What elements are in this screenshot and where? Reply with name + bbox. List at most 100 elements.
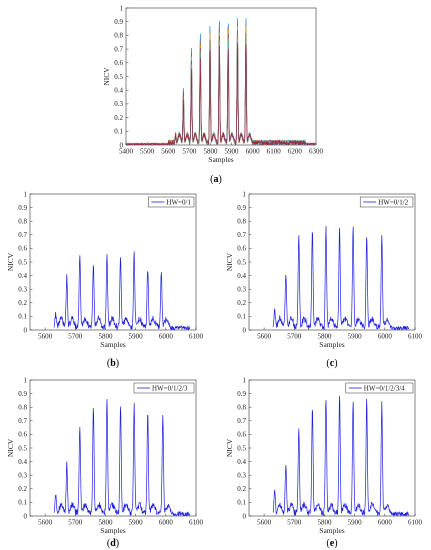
y-tick-label: 0.4	[18, 458, 27, 466]
legend: HW=0/1/2/3	[133, 382, 195, 394]
y-tick-label: 0.2	[18, 485, 27, 493]
x-tick-label: 6300	[309, 148, 324, 156]
y-tick-label: 0.7	[18, 231, 27, 239]
y-tick-label: 0.7	[237, 417, 246, 425]
x-tick-label: 5800	[317, 519, 332, 527]
legend-box	[359, 196, 414, 208]
x-tick-label: 5700	[68, 333, 83, 341]
legend: HW=0/1/2	[359, 196, 414, 208]
legend-label: HW=0/1/2/3	[152, 385, 188, 393]
x-tick-label: 5700	[68, 519, 83, 527]
y-tick-label: 0.8	[114, 32, 123, 40]
y-tick-label: 0.2	[237, 299, 246, 307]
y-tick-label: 0.3	[114, 100, 123, 108]
x-axis-label: Samples	[208, 155, 233, 164]
x-tick-label: 6000	[159, 519, 174, 527]
legend-box	[345, 382, 414, 394]
legend-label: HW=0/1/2/3/4	[364, 385, 405, 393]
y-tick-label: 0.3	[237, 286, 246, 294]
x-tick-label: 5600	[38, 519, 53, 527]
y-tick-label: 0	[24, 326, 28, 334]
chart-panel-a: 0 0.1 0.2 0.3 0.4 0.5 0.6 0.7 0.8 0.9 1 5400 5500 560…	[102, 4, 324, 185]
x-tick-label: 5900	[348, 519, 363, 527]
y-tick-label: 0	[243, 512, 247, 520]
plot-area	[272, 226, 410, 330]
y-tick-label: 0.4	[237, 272, 246, 280]
series-line	[53, 398, 191, 516]
legend-label: HW=0/1	[166, 199, 191, 207]
chart-panel-d: 0 0.1 0.2 0.3 0.4 0.5 0.6 0.7 0.8 0.9 1 5600 5700 580…	[6, 376, 204, 549]
y-tick-label: 0.1	[18, 313, 27, 321]
x-tick-label: 5800	[98, 333, 113, 341]
series-line	[272, 395, 410, 516]
plot-frame	[125, 7, 317, 146]
y-tick-label: 0.9	[18, 204, 27, 212]
y-tick-label: 0.8	[237, 404, 246, 412]
y-tick-label: 0.5	[18, 258, 27, 266]
y-tick-label: 0.4	[18, 272, 27, 280]
x-tick-label: 5700	[287, 519, 302, 527]
panel-label: (e)	[326, 538, 337, 549]
series-line	[126, 34, 316, 145]
x-tick-label: 6200	[288, 148, 303, 156]
x-tick-label: 5900	[129, 519, 144, 527]
series-line	[126, 22, 316, 145]
y-tick-label: 0.9	[237, 390, 246, 398]
plot-frame	[248, 193, 416, 331]
y-tick-label: 0	[24, 512, 28, 520]
y-tick-label: 0.1	[237, 313, 246, 321]
y-tick-label: 0.6	[237, 245, 246, 253]
chart-panel-e: 0 0.1 0.2 0.3 0.4 0.5 0.6 0.7 0.8 0.9 1 5600 5700 580…	[225, 376, 423, 549]
plot-area	[272, 395, 410, 516]
x-tick-label: 5600	[257, 333, 272, 341]
x-tick-label: 6100	[408, 333, 423, 341]
x-axis-label: Samples	[100, 526, 125, 535]
y-tick-label: 0.2	[18, 299, 27, 307]
x-tick-label: 6000	[378, 333, 393, 341]
x-axis-label: Samples	[319, 526, 344, 535]
plot-area	[53, 251, 191, 330]
y-tick-label: 0.2	[114, 114, 123, 122]
x-tick-label: 6100	[189, 333, 204, 341]
y-axis-label: NICV	[6, 252, 15, 271]
y-tick-label: 0.6	[237, 431, 246, 439]
y-tick-label: 0.6	[18, 245, 27, 253]
y-tick-label: 0.7	[237, 231, 246, 239]
x-tick-label: 5600	[38, 333, 53, 341]
series-line	[272, 226, 410, 330]
series-line	[126, 30, 316, 145]
legend-label: HW=0/1/2	[378, 199, 408, 207]
y-tick-label: 0.1	[18, 499, 27, 507]
panel-label: (d)	[107, 538, 119, 549]
x-tick-label: 5900	[348, 333, 363, 341]
legend-box	[133, 382, 195, 394]
plot-frame	[29, 193, 197, 331]
y-tick-label: 0.3	[18, 286, 27, 294]
y-tick-label: 0.8	[18, 218, 27, 226]
y-tick-label: 0.3	[18, 472, 27, 480]
plot-area	[53, 398, 191, 516]
y-tick-label: 0	[120, 141, 124, 149]
x-tick-label: 5600	[161, 148, 176, 156]
x-tick-label: 5400	[119, 148, 134, 156]
x-tick-label: 6000	[159, 333, 174, 341]
y-tick-label: 0.8	[237, 218, 246, 226]
x-tick-label: 6100	[189, 519, 204, 527]
legend: HW=0/1	[148, 196, 195, 208]
y-tick-label: 0.5	[237, 258, 246, 266]
x-tick-label: 5700	[287, 333, 302, 341]
legend: HW=0/1/2/3/4	[345, 382, 414, 394]
chart-panel-b: 0 0.1 0.2 0.3 0.4 0.5 0.6 0.7 0.8 0.9 1 5600 5700 580…	[6, 190, 204, 369]
y-tick-label: 0.1	[237, 499, 246, 507]
series-line	[126, 18, 316, 145]
y-tick-label: 0.4	[237, 458, 246, 466]
y-tick-label: 0.6	[18, 431, 27, 439]
x-tick-label: 6100	[408, 519, 423, 527]
y-tick-label: 0.7	[18, 417, 27, 425]
y-tick-label: 0.8	[18, 404, 27, 412]
y-tick-label: 0.5	[114, 73, 123, 81]
y-tick-label: 0.5	[237, 444, 246, 452]
y-tick-label: 0.6	[114, 59, 123, 67]
x-tick-label: 5800	[98, 519, 113, 527]
y-axis-label: NICV	[225, 252, 234, 271]
